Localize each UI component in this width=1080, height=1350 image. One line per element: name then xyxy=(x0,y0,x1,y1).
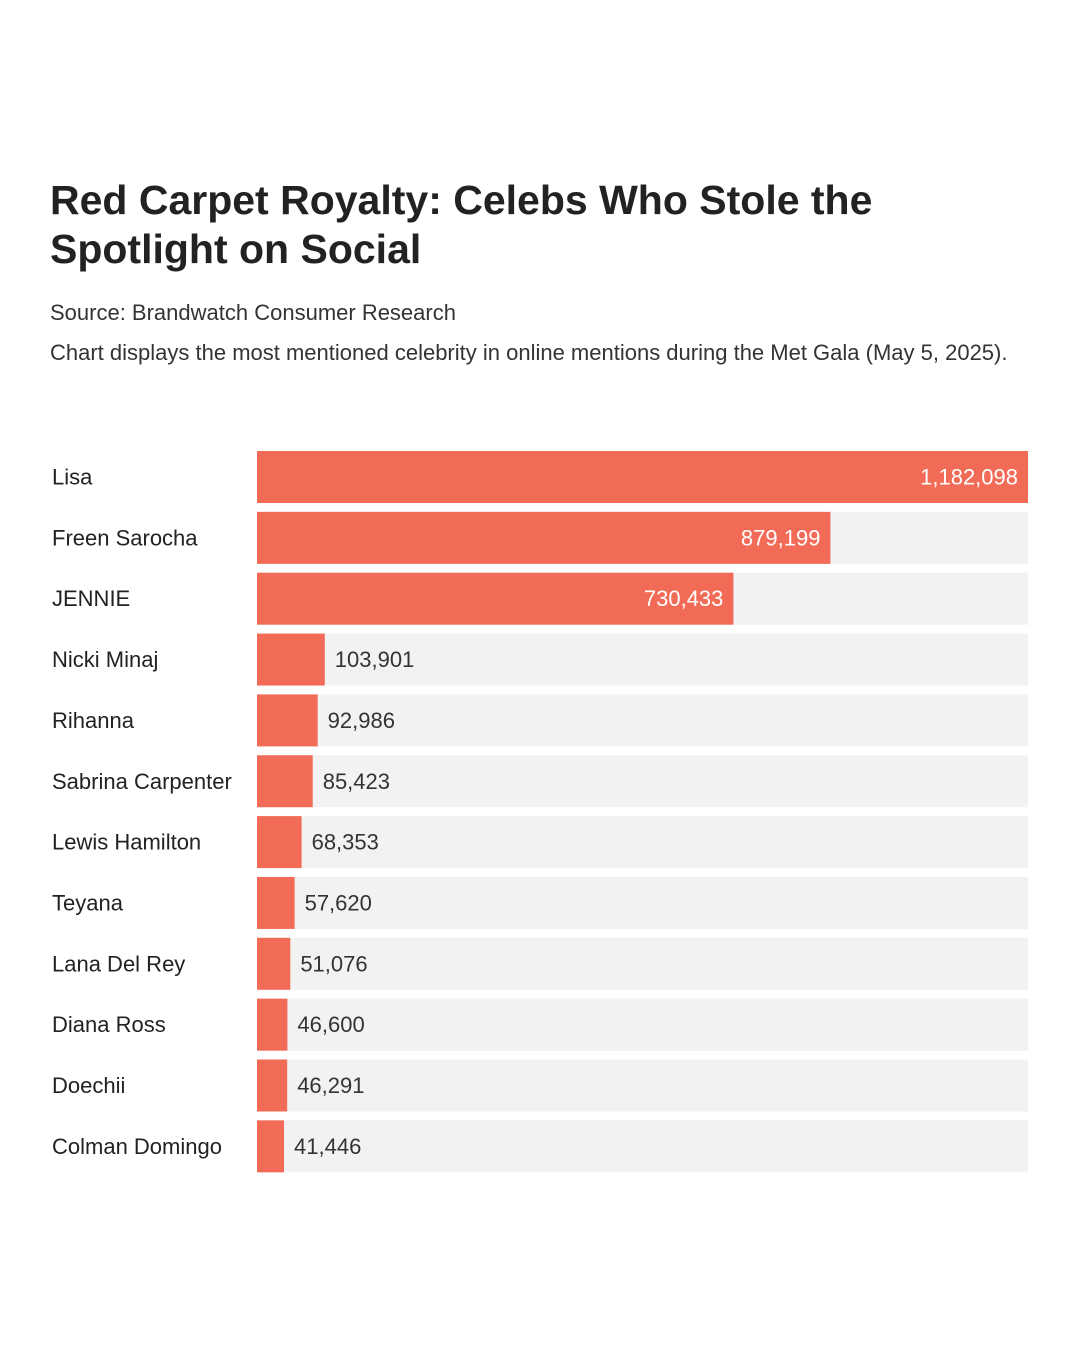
bar-track xyxy=(257,816,1028,869)
bar-row: Diana Ross 46,600 xyxy=(52,998,1028,1051)
value-label: 103,901 xyxy=(335,647,415,672)
bar-track xyxy=(257,633,1028,686)
bar xyxy=(257,816,302,869)
bar-row: Lana Del Rey 51,076 xyxy=(52,937,1028,990)
bar-track xyxy=(257,937,1028,990)
bar xyxy=(257,998,288,1051)
category-label: Colman Domingo xyxy=(52,1134,222,1159)
category-label: Doechii xyxy=(52,1073,125,1098)
value-label: 85,423 xyxy=(323,769,390,794)
bar xyxy=(257,1120,285,1173)
bar xyxy=(257,451,1028,503)
bar-track xyxy=(257,1120,1028,1173)
chart-source: Source: Brandwatch Consumer Research xyxy=(50,300,456,325)
bar xyxy=(257,876,295,929)
bar-row: JENNIE 730,433 xyxy=(52,572,1028,625)
category-label: Rihanna xyxy=(52,708,135,733)
bar-row: Freen Sarocha 879,199 xyxy=(52,511,1028,564)
bar xyxy=(257,694,318,747)
bar-track xyxy=(257,694,1028,747)
value-label: 46,291 xyxy=(297,1073,364,1098)
value-label: 68,353 xyxy=(312,830,379,855)
bar-track xyxy=(257,755,1028,808)
value-label: 1,182,098 xyxy=(920,465,1018,490)
bar xyxy=(257,1059,288,1112)
bar-row: Rihanna 92,986 xyxy=(52,694,1028,747)
category-label: Nicki Minaj xyxy=(52,647,158,672)
value-label: 46,600 xyxy=(297,1012,364,1037)
category-label: Sabrina Carpenter xyxy=(52,769,232,794)
category-label: Diana Ross xyxy=(52,1012,166,1037)
bar xyxy=(257,755,313,808)
chart-title: Red Carpet Royalty: Celebs Who Stole the… xyxy=(50,177,873,272)
bar-row: Lisa 1,182,098 xyxy=(52,451,1028,503)
category-label: Lewis Hamilton xyxy=(52,830,201,855)
chart-subtitle: Chart displays the most mentioned celebr… xyxy=(50,340,1008,365)
bar-track xyxy=(257,876,1028,929)
value-label: 879,199 xyxy=(741,525,821,550)
value-label: 730,433 xyxy=(644,586,724,611)
value-label: 51,076 xyxy=(300,951,367,976)
category-label: JENNIE xyxy=(52,586,130,611)
category-label: Lana Del Rey xyxy=(52,951,185,976)
bar-track xyxy=(257,998,1028,1051)
category-label: Teyana xyxy=(52,890,124,915)
bar-row: Lewis Hamilton 68,353 xyxy=(52,816,1028,869)
bar-row: Doechii 46,291 xyxy=(52,1059,1028,1112)
category-label: Freen Sarocha xyxy=(52,525,198,550)
value-label: 92,986 xyxy=(328,708,395,733)
chart-header: Red Carpet Royalty: Celebs Who Stole the… xyxy=(50,176,1030,369)
bar-row: Teyana 57,620 xyxy=(52,876,1028,929)
value-label: 57,620 xyxy=(305,890,372,915)
category-label: Lisa xyxy=(52,465,93,490)
bar xyxy=(257,633,325,686)
bar-row: Nicki Minaj 103,901 xyxy=(52,633,1028,686)
bar xyxy=(257,937,291,990)
bar-track xyxy=(257,1059,1028,1112)
bar-row: Sabrina Carpenter 85,423 xyxy=(52,755,1028,808)
bar-row: Colman Domingo 41,446 xyxy=(52,1120,1028,1173)
value-label: 41,446 xyxy=(294,1134,361,1159)
bar xyxy=(257,511,831,564)
bar xyxy=(257,572,734,625)
